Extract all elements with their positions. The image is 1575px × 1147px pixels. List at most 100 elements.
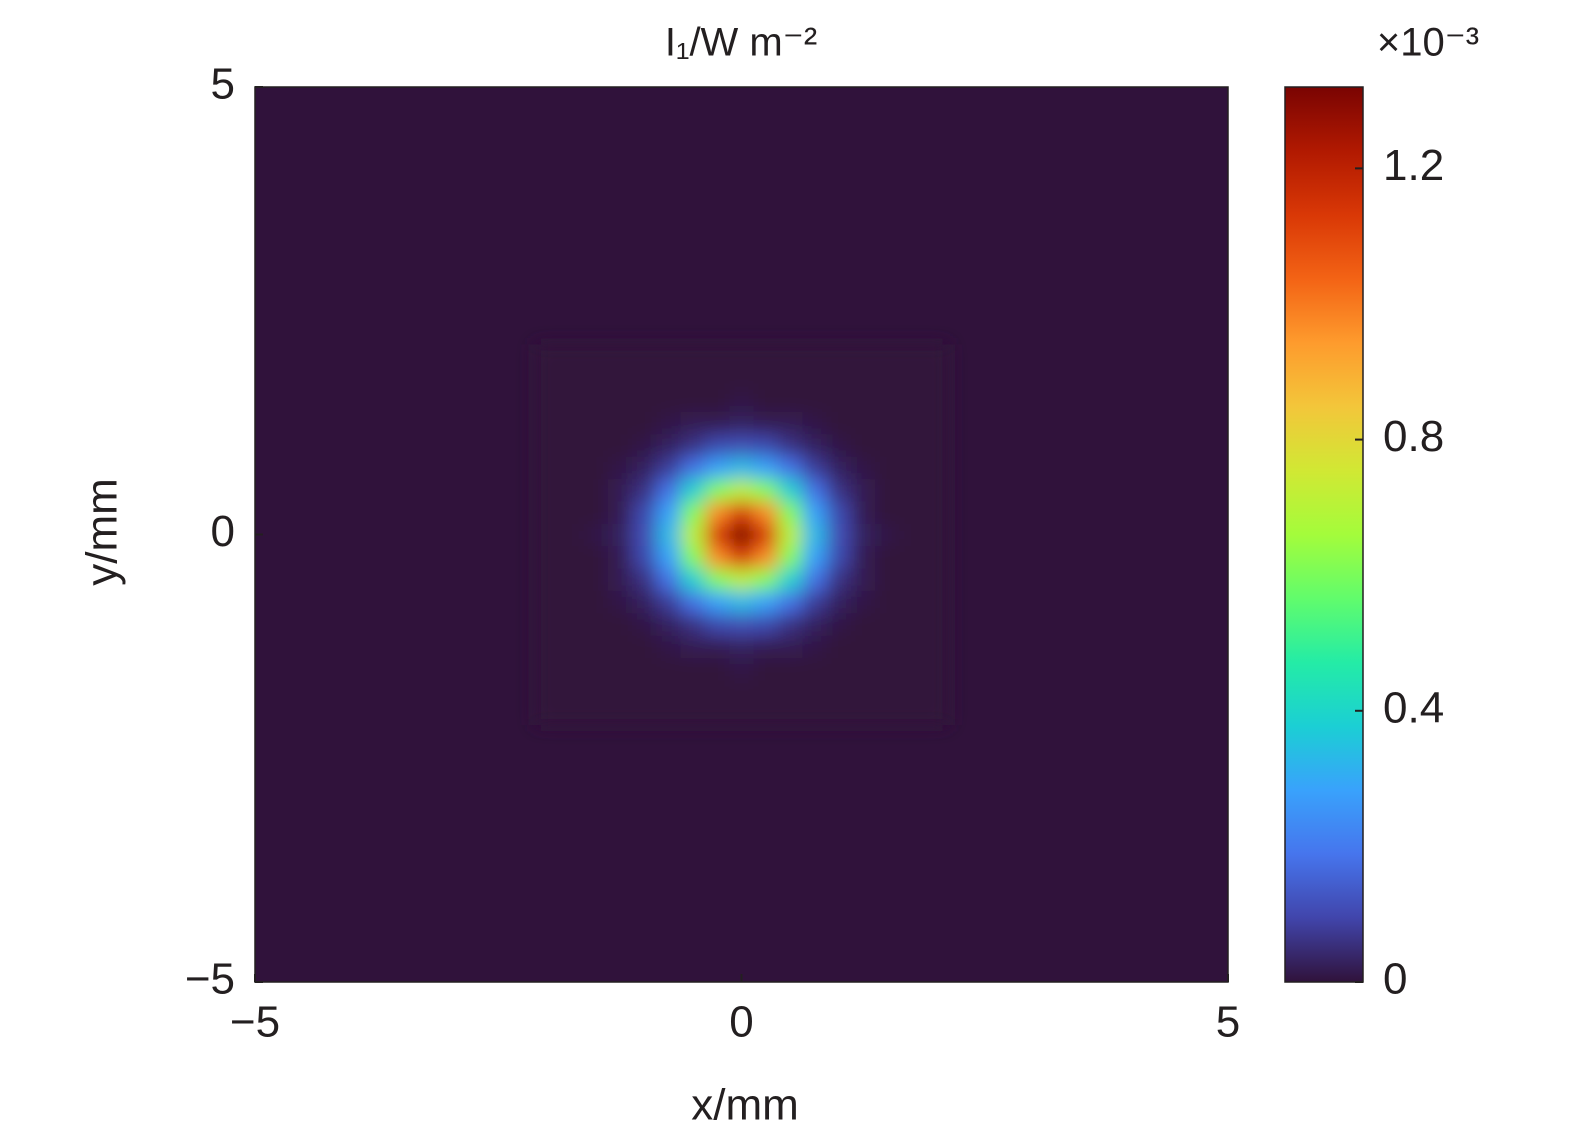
heatmap-cell: [656, 635, 682, 659]
x-tick-label: 0: [729, 998, 753, 1047]
heatmap-cell: [680, 344, 706, 368]
heatmap-cell: [680, 545, 706, 569]
heatmap-cell: [777, 478, 803, 502]
heatmap-cell: [656, 411, 682, 435]
heatmap-cell: [753, 389, 779, 412]
heatmap-cell: [632, 612, 657, 636]
heatmap-cell: [729, 389, 755, 412]
heatmap-cell: [875, 679, 901, 703]
heatmap-cell: [607, 635, 633, 659]
heatmap-cell: [777, 366, 803, 390]
heatmap-cell: [680, 456, 706, 480]
heatmap-cell: [559, 500, 584, 524]
heatmap-cell: [632, 366, 657, 390]
heatmap-cell: [559, 389, 584, 412]
heatmap-cell: [583, 702, 609, 726]
heatmap-cell: [923, 679, 949, 703]
colorbar-multiplier: ×10⁻³: [1377, 21, 1479, 65]
heatmap-cell: [632, 456, 657, 480]
heatmap-cell: [826, 411, 852, 435]
heatmap-cell: [826, 568, 852, 591]
heatmap-cell: [777, 500, 803, 524]
heatmap-cell: [899, 657, 925, 681]
heatmap-cell: [850, 590, 876, 614]
heatmap-cell: [632, 500, 657, 524]
heatmap-cell: [777, 523, 803, 547]
heatmap-cell: [583, 657, 609, 681]
heatmap-cell: [826, 344, 852, 368]
colorbar-tick-label: 0.8: [1383, 412, 1444, 461]
heatmap-cell: [875, 545, 901, 569]
heatmap-cell: [559, 657, 584, 681]
heatmap-cell: [534, 478, 560, 502]
heatmap-cell: [656, 679, 682, 703]
heatmap-cell: [729, 500, 755, 524]
heatmap-cell: [729, 568, 755, 591]
heatmap-cell: [583, 679, 609, 703]
heatmap-cell: [607, 545, 633, 569]
heatmap-cell: [705, 523, 730, 547]
heatmap-cell: [802, 545, 828, 569]
heatmap-cell: [923, 657, 949, 681]
heatmap-cell: [753, 590, 779, 614]
heatmap-cell: [680, 679, 706, 703]
heatmap-cell: [923, 500, 949, 524]
heatmap-cell: [899, 389, 925, 412]
heatmap-cell: [607, 500, 633, 524]
heatmap-cell: [680, 366, 706, 390]
heatmap-cell: [875, 478, 901, 502]
heatmap-cell: [632, 478, 657, 502]
heatmap-cell: [753, 568, 779, 591]
heatmap-cell: [656, 366, 682, 390]
heatmap-cell: [875, 590, 901, 614]
heatmap-cell: [534, 344, 560, 368]
heatmap-cell: [850, 478, 876, 502]
heatmap-cell: [729, 635, 755, 659]
heatmap-cell: [534, 456, 560, 480]
heatmap-cell: [583, 590, 609, 614]
heatmap-cell: [802, 679, 828, 703]
heatmap-cell: [899, 612, 925, 636]
heatmap-cell: [899, 568, 925, 591]
heatmap-cell: [729, 366, 755, 390]
heatmap-cell: [632, 411, 657, 435]
heatmap-cell: [875, 500, 901, 524]
heatmap-cell: [632, 679, 657, 703]
heatmap-cell: [802, 478, 828, 502]
heatmap-cell: [777, 545, 803, 569]
heatmap-cell: [826, 478, 852, 502]
heatmap-cells: [534, 344, 949, 726]
heatmap-cell: [583, 612, 609, 636]
heatmap-cell: [899, 702, 925, 726]
y-axis-label: y/mm: [78, 478, 127, 586]
heatmap-cell: [632, 657, 657, 681]
heatmap-cell: [777, 635, 803, 659]
heatmap-cell: [607, 411, 633, 435]
heatmap-cell: [705, 635, 730, 659]
heatmap-cell: [850, 433, 876, 457]
heatmap-cell: [875, 433, 901, 457]
heatmap-cell: [534, 500, 560, 524]
heatmap-cell: [753, 635, 779, 659]
heatmap-cell: [826, 523, 852, 547]
heatmap-cell: [826, 366, 852, 390]
heatmap-cell: [850, 456, 876, 480]
heatmap-cell: [923, 344, 949, 368]
heatmap-cell: [534, 635, 560, 659]
heatmap-cell: [632, 590, 657, 614]
heatmap-cell: [534, 366, 560, 390]
heatmap-cell: [729, 657, 755, 681]
heatmap-cell: [607, 478, 633, 502]
heatmap-cell: [632, 389, 657, 412]
heatmap-cell: [534, 702, 560, 726]
heatmap-cell: [826, 433, 852, 457]
heatmap-cell: [850, 500, 876, 524]
heatmap-cell: [923, 612, 949, 636]
heatmap-cell: [777, 679, 803, 703]
heatmap-cell: [583, 545, 609, 569]
heatmap-cell: [777, 657, 803, 681]
heatmap-cell: [705, 590, 730, 614]
heatmap-cell: [583, 635, 609, 659]
heatmap-cell: [680, 612, 706, 636]
